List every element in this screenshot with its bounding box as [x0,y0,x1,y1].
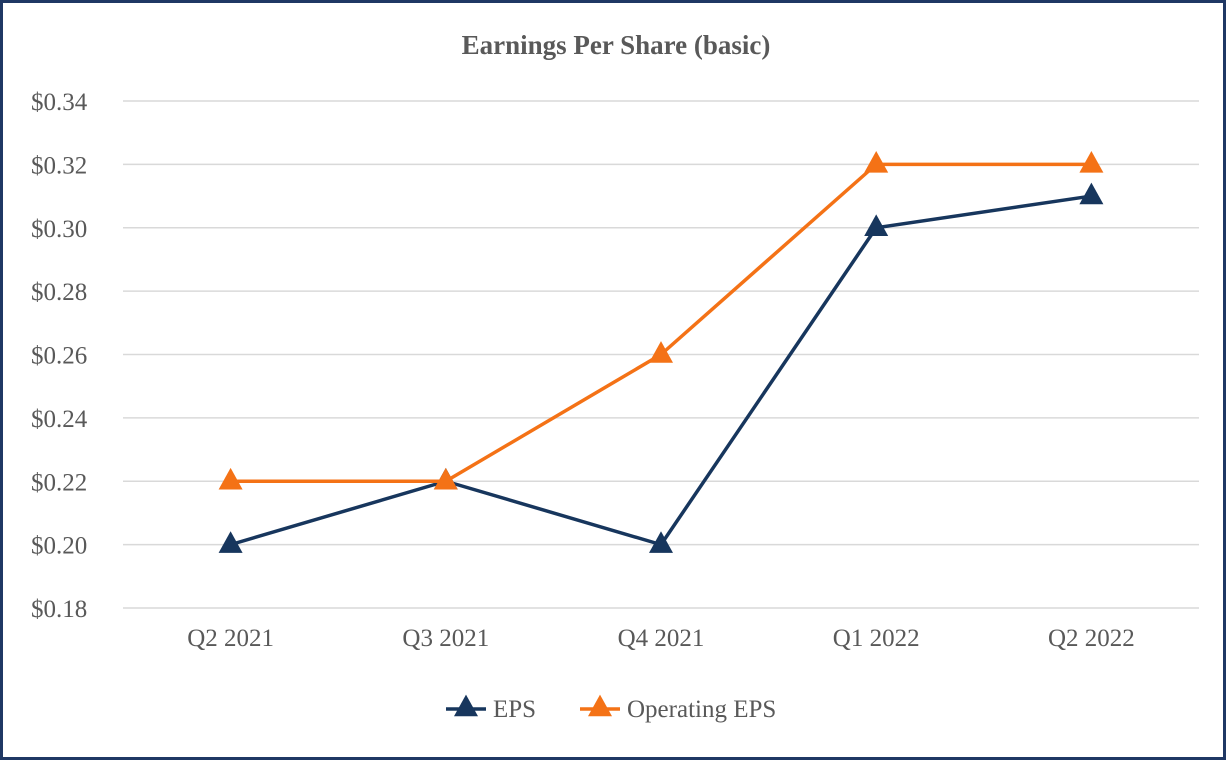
series-eps [218,182,1104,553]
x-tick-label: Q4 2021 [618,625,705,652]
series-operating-eps [218,150,1104,490]
x-tick-label: Q2 2021 [187,625,274,652]
y-tick-label: $0.32 [31,152,87,179]
x-axis-ticks: Q2 2021 Q3 2021 Q4 2021 Q1 2022 Q2 2022 [187,625,1135,652]
y-tick-label: $0.24 [31,406,88,433]
y-tick-label: $0.30 [31,216,87,243]
data-point-marker [864,150,889,173]
legend-marker-icon [454,694,478,717]
data-point-marker [1079,150,1104,173]
x-tick-label: Q3 2021 [402,625,489,652]
series-line [230,162,1092,483]
chart-title: Earnings Per Share (basic) [462,30,771,60]
y-axis-ticks: $0.18 $0.20 $0.22 $0.24 $0.26 $0.28 $0.30 $0.32… [31,89,88,623]
legend-item-eps: EPS [446,694,536,723]
x-tick-label: Q1 2022 [833,625,920,652]
y-tick-label: $0.20 [31,533,87,560]
y-tick-label: $0.28 [31,279,87,306]
y-tick-label: $0.34 [31,89,88,116]
y-tick-label: $0.18 [31,596,87,623]
data-point-marker [218,467,243,490]
data-point-marker [1079,182,1104,205]
data-point-marker [433,467,458,490]
legend: EPS Operating EPS [446,694,776,723]
legend-item-operating-eps: Operating EPS [580,694,776,723]
series-line [230,194,1092,547]
legend-marker-icon [588,694,612,717]
legend-label: EPS [493,696,536,723]
data-point-marker [218,531,243,553]
x-tick-label: Q2 2022 [1048,625,1135,652]
data-point-marker [649,341,673,363]
data-point-marker [864,214,889,236]
line-chart: Earnings Per Share (basic) $0.18$0.20$0.… [31,30,1199,723]
series [218,150,1104,553]
legend-label: Operating EPS [627,696,776,723]
y-tick-label: $0.22 [31,469,87,496]
y-tick-label: $0.26 [31,343,87,370]
data-point-marker [649,531,673,553]
